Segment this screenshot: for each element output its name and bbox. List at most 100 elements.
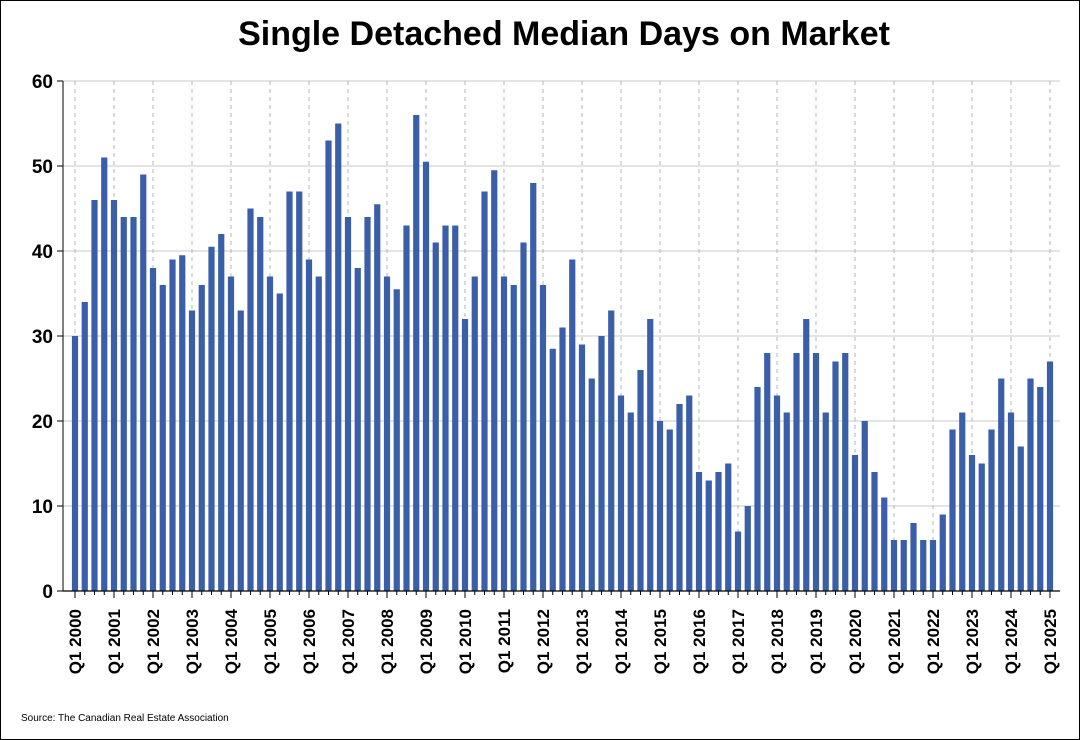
bar xyxy=(481,191,488,591)
bar xyxy=(598,336,605,591)
bar xyxy=(374,204,381,591)
bar xyxy=(169,259,176,591)
bar xyxy=(968,455,976,591)
bar xyxy=(627,412,634,591)
bar xyxy=(442,225,449,591)
bar xyxy=(578,344,586,591)
bar xyxy=(101,157,108,591)
bar xyxy=(471,276,478,591)
x-tick-label: Q1 2019 xyxy=(807,609,826,674)
bar xyxy=(286,191,293,591)
bar xyxy=(198,285,205,591)
bar xyxy=(325,140,332,591)
bar xyxy=(188,310,196,591)
bar xyxy=(900,540,907,591)
bar xyxy=(861,421,868,591)
bar xyxy=(637,370,644,591)
y-tick-label: 10 xyxy=(32,497,53,518)
bar xyxy=(666,429,673,591)
x-tick-label: Q1 2001 xyxy=(105,609,124,674)
bar xyxy=(764,353,771,591)
x-tick-label: Q1 2012 xyxy=(534,609,553,674)
bar xyxy=(676,404,683,591)
bar xyxy=(617,395,625,591)
bar xyxy=(266,276,274,591)
bar xyxy=(432,242,439,591)
bar xyxy=(539,285,547,591)
bar xyxy=(227,276,235,591)
bar xyxy=(998,378,1005,591)
bar xyxy=(881,497,888,591)
bar xyxy=(91,200,98,591)
bar xyxy=(208,246,215,591)
bar xyxy=(803,319,810,591)
bar xyxy=(530,183,537,591)
bar xyxy=(959,412,966,591)
x-tick-label: Q1 2006 xyxy=(300,609,319,674)
bar xyxy=(120,217,127,591)
y-tick-label: 0 xyxy=(42,582,53,603)
x-tick-label: Q1 2007 xyxy=(339,609,358,674)
bar xyxy=(237,310,244,591)
bar xyxy=(559,327,566,591)
bar xyxy=(1007,412,1015,591)
bar xyxy=(705,480,712,591)
bar xyxy=(695,472,703,591)
bar xyxy=(315,276,322,591)
bar xyxy=(588,378,595,591)
bar xyxy=(569,259,576,591)
bar xyxy=(179,255,186,591)
bar xyxy=(686,395,693,591)
bar xyxy=(81,302,88,591)
bar xyxy=(247,208,254,591)
bar xyxy=(500,276,508,591)
bar xyxy=(393,289,400,591)
bar xyxy=(71,336,79,591)
x-tick-label: Q1 2018 xyxy=(768,609,787,674)
x-tick-label: Q1 2005 xyxy=(261,609,280,674)
bar xyxy=(218,234,225,591)
bar xyxy=(773,395,781,591)
bar xyxy=(910,523,917,591)
bar xyxy=(754,387,761,591)
bar xyxy=(159,285,166,591)
bar xyxy=(510,285,517,591)
bar xyxy=(822,412,829,591)
x-tick-label: Q1 2015 xyxy=(651,609,670,674)
bar xyxy=(949,429,956,591)
bar xyxy=(257,217,264,591)
bar xyxy=(344,217,352,591)
x-tick-label: Q1 2008 xyxy=(378,609,397,674)
bar xyxy=(1027,378,1034,591)
bar xyxy=(920,540,927,591)
bar xyxy=(1017,446,1024,591)
bar xyxy=(793,353,800,591)
bar xyxy=(608,310,615,591)
x-tick-label: Q1 2016 xyxy=(690,609,709,674)
x-tick-label: Q1 2013 xyxy=(573,609,592,674)
x-tick-label: Q1 2011 xyxy=(495,609,514,673)
x-tick-label: Q1 2024 xyxy=(1002,608,1021,674)
y-tick-label: 20 xyxy=(32,412,53,433)
bar xyxy=(354,268,361,591)
x-tick-label: Q1 2003 xyxy=(183,609,202,674)
x-tick-label: Q1 2020 xyxy=(846,609,865,674)
bar xyxy=(871,472,878,591)
bar xyxy=(647,319,654,591)
bar xyxy=(939,514,946,591)
bar xyxy=(491,170,498,591)
bar xyxy=(364,217,371,591)
bar xyxy=(812,353,820,591)
y-tick-label: 30 xyxy=(32,327,53,348)
bar xyxy=(520,242,527,591)
x-tick-label: Q1 2009 xyxy=(417,609,436,674)
bar xyxy=(335,123,342,591)
y-tick-label: 40 xyxy=(32,242,53,263)
bar xyxy=(452,225,459,591)
bar xyxy=(725,463,732,591)
bar xyxy=(1046,361,1054,591)
bar xyxy=(110,200,118,591)
bar xyxy=(149,268,157,591)
bar xyxy=(383,276,391,591)
